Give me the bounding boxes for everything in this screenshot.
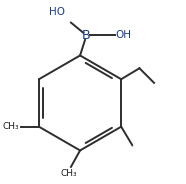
Text: CH₃: CH₃ [61, 169, 77, 178]
Text: CH₃: CH₃ [2, 122, 19, 131]
Text: HO: HO [49, 7, 65, 17]
Text: OH: OH [116, 30, 132, 40]
Text: CH₃: CH₃ [132, 146, 134, 147]
Text: B: B [82, 29, 91, 42]
